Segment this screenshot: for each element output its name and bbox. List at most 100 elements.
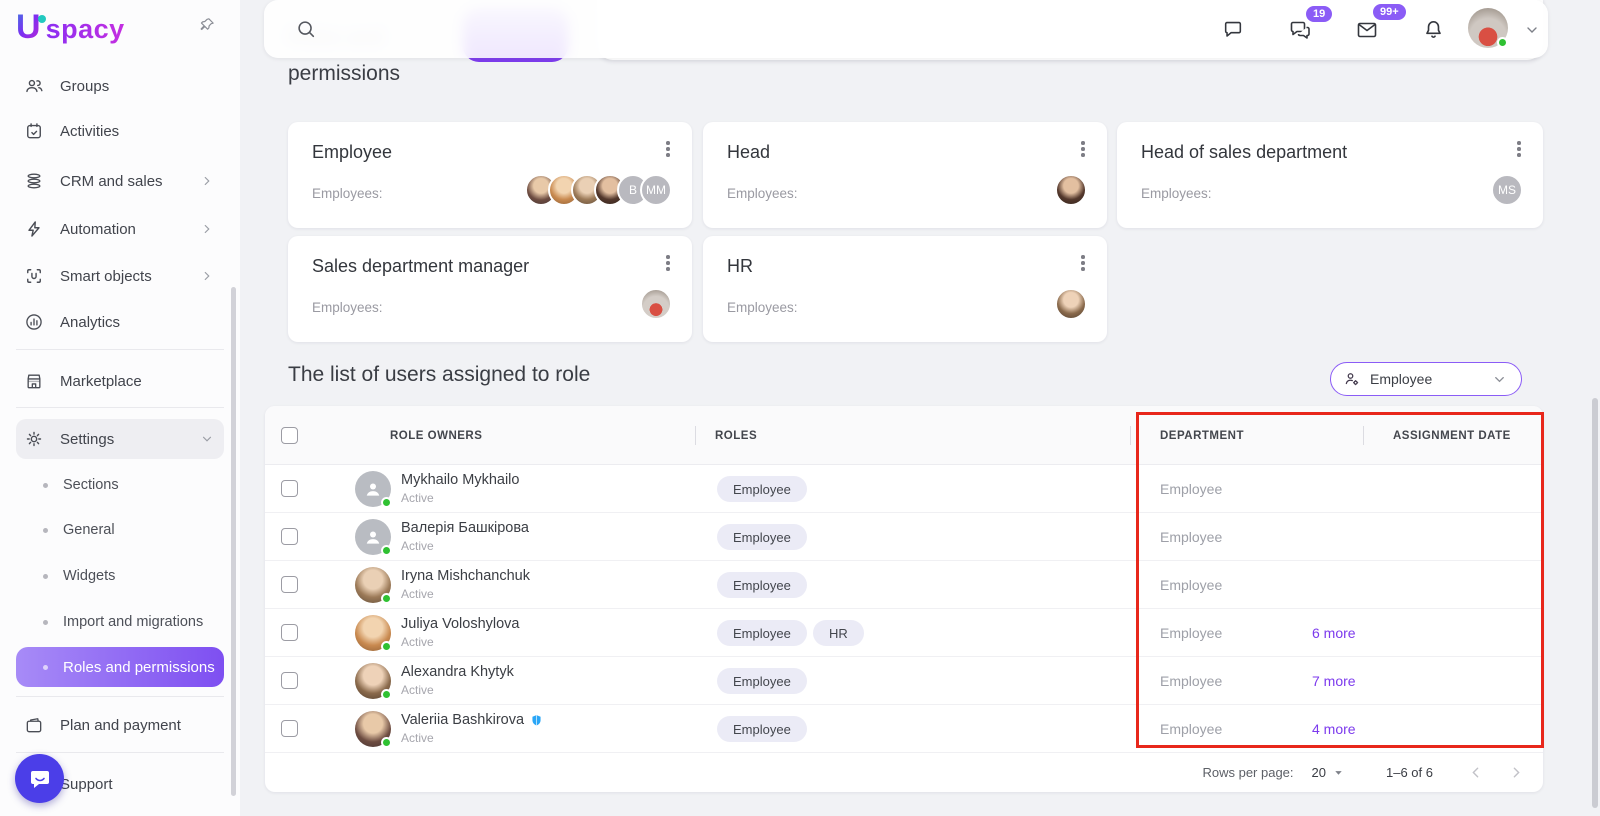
sidebar-item-marketplace[interactable]: Marketplace bbox=[16, 361, 224, 401]
sidebar-item-crm-and-sales[interactable]: CRM and sales bbox=[16, 161, 224, 201]
user-name[interactable]: Valeriia Bashkirova bbox=[401, 712, 543, 728]
bullet-dot bbox=[43, 482, 48, 488]
table-row[interactable]: Mykhailo Mykhailo Active Employee Employ… bbox=[265, 465, 1543, 513]
row-checkbox[interactable] bbox=[281, 672, 298, 689]
table-row[interactable]: Alexandra Khytyk Active Employee Employe… bbox=[265, 657, 1543, 705]
row-checkbox[interactable] bbox=[281, 720, 298, 737]
window-scrollbar[interactable] bbox=[1592, 398, 1598, 808]
avatar[interactable] bbox=[1055, 288, 1087, 320]
bullet-dot bbox=[43, 619, 48, 625]
avatar[interactable] bbox=[1055, 174, 1087, 206]
user-role-icon bbox=[1343, 370, 1361, 388]
column-department: DEPARTMENT bbox=[1160, 430, 1245, 442]
gear-icon bbox=[24, 429, 44, 449]
avatar-initials[interactable]: MM bbox=[640, 174, 672, 206]
logo-dot bbox=[37, 14, 46, 23]
employees-label: Employees: bbox=[1141, 186, 1212, 201]
online-status-dot bbox=[381, 497, 392, 508]
avatar-initials[interactable]: MS bbox=[1491, 174, 1523, 206]
sidebar-item-label: Groups bbox=[60, 77, 110, 95]
mail-icon[interactable] bbox=[1355, 18, 1379, 42]
table-row[interactable]: Juliya Voloshylova Active Employee HR Em… bbox=[265, 609, 1543, 657]
table-header: ROLE OWNERS ROLES DEPARTMENT ASSIGNMENT … bbox=[265, 406, 1543, 465]
kebab-menu-icon[interactable] bbox=[1075, 252, 1091, 274]
user-status: Active bbox=[401, 587, 434, 601]
sidebar-item-groups[interactable]: Groups bbox=[16, 66, 224, 106]
chevron-right-icon bbox=[200, 222, 214, 236]
department-value: Employee bbox=[1160, 577, 1223, 593]
kebab-menu-icon[interactable] bbox=[1511, 138, 1527, 160]
sidebar-item-automation[interactable]: Automation bbox=[16, 209, 224, 249]
user-name[interactable]: Mykhailo Mykhailo bbox=[401, 472, 520, 488]
search-icon[interactable] bbox=[295, 18, 317, 40]
sidebar-item-smart-objects[interactable]: Smart objects bbox=[16, 256, 224, 296]
employees-label: Employees: bbox=[727, 186, 798, 201]
pin-sidebar-icon[interactable] bbox=[198, 16, 216, 34]
uspacy-logo[interactable]: U spacy bbox=[16, 10, 125, 45]
sidebar-item-label: Analytics bbox=[60, 313, 121, 331]
bullet-dot bbox=[43, 664, 48, 670]
department-value: Employee bbox=[1160, 481, 1223, 497]
more-departments-link[interactable]: 6 more bbox=[1312, 625, 1356, 641]
sidebar-item-roles-and-permissions[interactable]: Roles and permissions bbox=[16, 647, 224, 687]
chats-icon[interactable] bbox=[1288, 18, 1312, 42]
table-row[interactable]: Валерія Башкірова Active Employee Employ… bbox=[265, 513, 1543, 561]
sidebar-item-import-and-migrations[interactable]: Import and migrations bbox=[16, 604, 224, 640]
mail-badge: 99+ bbox=[1373, 4, 1406, 20]
rows-per-page-select[interactable]: 20 bbox=[1312, 765, 1344, 780]
user-name[interactable]: Валерія Башкірова bbox=[401, 520, 529, 536]
role-card-title: Sales department manager bbox=[312, 256, 530, 276]
row-checkbox[interactable] bbox=[281, 576, 298, 593]
user-avatar[interactable] bbox=[1468, 8, 1508, 48]
user-status: Active bbox=[401, 635, 434, 649]
sidebar-item-sections[interactable]: Sections bbox=[16, 467, 224, 503]
role-chip: Employee bbox=[717, 572, 807, 598]
sidebar-item-analytics[interactable]: Analytics bbox=[16, 302, 224, 342]
user-status: Active bbox=[401, 683, 434, 697]
bell-icon[interactable] bbox=[1422, 18, 1445, 41]
row-checkbox[interactable] bbox=[281, 480, 298, 497]
sidebar-item-label: Automation bbox=[60, 220, 136, 238]
department-value: Employee bbox=[1160, 529, 1223, 545]
sidebar-item-settings[interactable]: Settings bbox=[16, 419, 224, 459]
user-name[interactable]: Iryna Mishchanchuk bbox=[401, 568, 530, 584]
table-row[interactable]: Valeriia Bashkirova Active Employee Empl… bbox=[265, 705, 1543, 753]
chevron-down-icon[interactable] bbox=[1524, 22, 1540, 38]
rows-per-page-value: 20 bbox=[1311, 765, 1326, 780]
bullet-dot bbox=[43, 527, 48, 533]
sidebar-item-widgets[interactable]: Widgets bbox=[16, 558, 224, 594]
sidebar-item-label: Settings bbox=[60, 430, 115, 448]
sidebar: U spacy Groups Activities CRM and sales … bbox=[0, 0, 240, 816]
kebab-menu-icon[interactable] bbox=[660, 252, 676, 274]
kebab-menu-icon[interactable] bbox=[660, 138, 676, 160]
online-status-dot bbox=[381, 593, 392, 604]
row-checkbox[interactable] bbox=[281, 528, 298, 545]
column-assignment-date: ASSIGNMENT DATE bbox=[1393, 430, 1511, 442]
table-row[interactable]: Iryna Mishchanchuk Active Employee Emplo… bbox=[265, 561, 1543, 609]
employees-label: Employees: bbox=[312, 300, 383, 315]
logo-letter: U bbox=[16, 8, 41, 46]
sidebar-scrollbar[interactable] bbox=[231, 287, 236, 796]
kebab-menu-icon[interactable] bbox=[1075, 138, 1091, 160]
user-name[interactable]: Juliya Voloshylova bbox=[401, 616, 520, 632]
online-status-dot bbox=[381, 545, 392, 556]
row-checkbox[interactable] bbox=[281, 624, 298, 641]
previous-page-button[interactable] bbox=[1467, 764, 1484, 781]
select-all-checkbox[interactable] bbox=[281, 427, 298, 444]
column-roles: ROLES bbox=[715, 430, 758, 442]
support-chat-fab[interactable] bbox=[15, 754, 64, 803]
sidebar-item-general[interactable]: General bbox=[16, 512, 224, 548]
wallet-icon bbox=[24, 715, 44, 735]
chats-badge: 19 bbox=[1306, 6, 1333, 22]
column-role-owners: ROLE OWNERS bbox=[390, 430, 483, 442]
user-name[interactable]: Alexandra Khytyk bbox=[401, 664, 514, 680]
sidebar-item-activities[interactable]: Activities bbox=[16, 111, 224, 151]
sidebar-item-plan-and-payment[interactable]: Plan and payment bbox=[16, 705, 224, 745]
chat-bubble-icon bbox=[28, 767, 52, 791]
more-departments-link[interactable]: 7 more bbox=[1312, 673, 1356, 689]
avatar[interactable] bbox=[640, 288, 672, 320]
more-departments-link[interactable]: 4 more bbox=[1312, 721, 1356, 737]
role-filter-select[interactable]: Employee bbox=[1330, 362, 1522, 396]
next-page-button[interactable] bbox=[1508, 764, 1525, 781]
comment-icon[interactable] bbox=[1222, 18, 1244, 40]
